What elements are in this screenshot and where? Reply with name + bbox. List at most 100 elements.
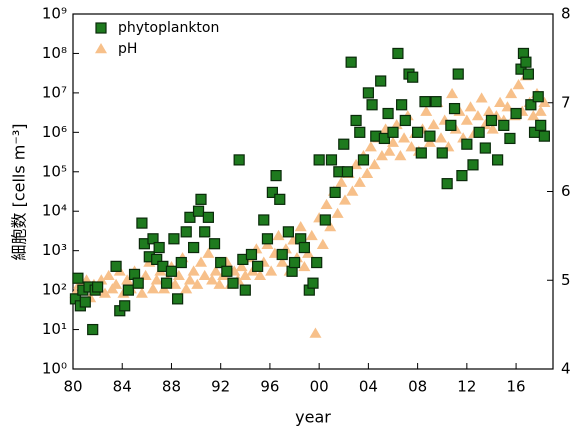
point: [274, 193, 286, 205]
point: [494, 96, 507, 107]
point: [192, 205, 205, 217]
point: [151, 253, 163, 266]
point: [276, 248, 288, 261]
point: [479, 118, 492, 130]
point: [354, 126, 366, 138]
point: [139, 269, 152, 281]
point: [538, 130, 550, 142]
y-tick-label: 10²: [42, 281, 67, 299]
point: [319, 214, 331, 226]
point: [419, 96, 431, 108]
point: [184, 211, 196, 223]
point: [361, 167, 374, 178]
point: [92, 281, 104, 293]
point: [501, 101, 514, 112]
point: [471, 110, 484, 121]
legend-label: phytoplankton: [118, 20, 219, 36]
point: [147, 233, 159, 245]
point: [467, 159, 479, 171]
point: [150, 274, 163, 285]
point: [324, 221, 337, 232]
point: [430, 96, 442, 108]
y-tick-label: 10⁷: [42, 83, 67, 101]
point: [387, 136, 399, 147]
point: [464, 101, 477, 112]
point: [195, 256, 207, 267]
point: [99, 287, 111, 298]
point: [460, 114, 473, 125]
point: [522, 68, 534, 80]
point: [276, 256, 289, 267]
point: [435, 132, 447, 143]
point: [270, 170, 282, 182]
point: [87, 323, 99, 336]
point: [239, 269, 252, 281]
point: [479, 142, 491, 154]
x-tick-label: 16: [507, 378, 526, 396]
x-tick-label: 84: [113, 378, 132, 396]
point: [350, 158, 363, 170]
point: [485, 114, 498, 127]
point: [398, 132, 411, 143]
x-tick-label: 04: [359, 378, 378, 396]
y-tick-label: 10⁵: [42, 162, 67, 180]
point: [396, 99, 408, 111]
point: [147, 283, 159, 294]
point: [121, 274, 134, 285]
point: [132, 277, 144, 289]
point: [191, 278, 204, 289]
point: [345, 56, 357, 68]
y-tick-label: 10⁸: [42, 44, 67, 62]
y-tick-label: 10¹: [42, 320, 67, 338]
point: [331, 207, 344, 218]
point: [272, 229, 285, 241]
point: [135, 287, 148, 298]
point: [122, 284, 134, 296]
point: [498, 119, 510, 131]
point: [102, 269, 115, 281]
point: [525, 99, 537, 111]
point: [153, 241, 165, 254]
y2-tick-label: 8: [561, 5, 571, 23]
x-tick-label: 08: [408, 378, 427, 396]
point: [172, 293, 184, 305]
point: [473, 126, 485, 138]
point: [375, 150, 388, 161]
point: [456, 170, 468, 182]
point: [110, 278, 123, 289]
point: [394, 150, 407, 161]
point: [79, 296, 91, 308]
point: [353, 176, 366, 187]
y2-tick-label: 5: [561, 271, 571, 289]
point: [309, 327, 322, 338]
point: [298, 260, 311, 272]
legend-marker: [95, 22, 107, 34]
point: [329, 186, 341, 199]
point: [364, 141, 377, 152]
x-tick-label: 12: [457, 378, 476, 396]
point: [346, 185, 359, 196]
point: [520, 56, 532, 68]
point: [320, 198, 333, 210]
point: [368, 158, 381, 170]
y-tick-label: 10⁴: [42, 202, 67, 220]
point: [366, 99, 378, 111]
point: [423, 136, 436, 147]
y-axis-label: 細胞数 [cells m⁻³]: [10, 124, 29, 261]
point: [258, 214, 270, 226]
point: [335, 176, 348, 187]
point: [266, 186, 278, 199]
point: [72, 272, 84, 284]
y2-tick-label: 7: [561, 93, 571, 111]
point: [221, 265, 233, 277]
point: [452, 68, 464, 80]
point: [254, 269, 267, 281]
point: [504, 132, 516, 145]
point: [199, 226, 211, 238]
point: [532, 91, 544, 103]
point: [350, 114, 362, 127]
point: [239, 284, 251, 296]
y-tick-label: 10⁶: [42, 123, 67, 141]
point: [446, 87, 459, 99]
